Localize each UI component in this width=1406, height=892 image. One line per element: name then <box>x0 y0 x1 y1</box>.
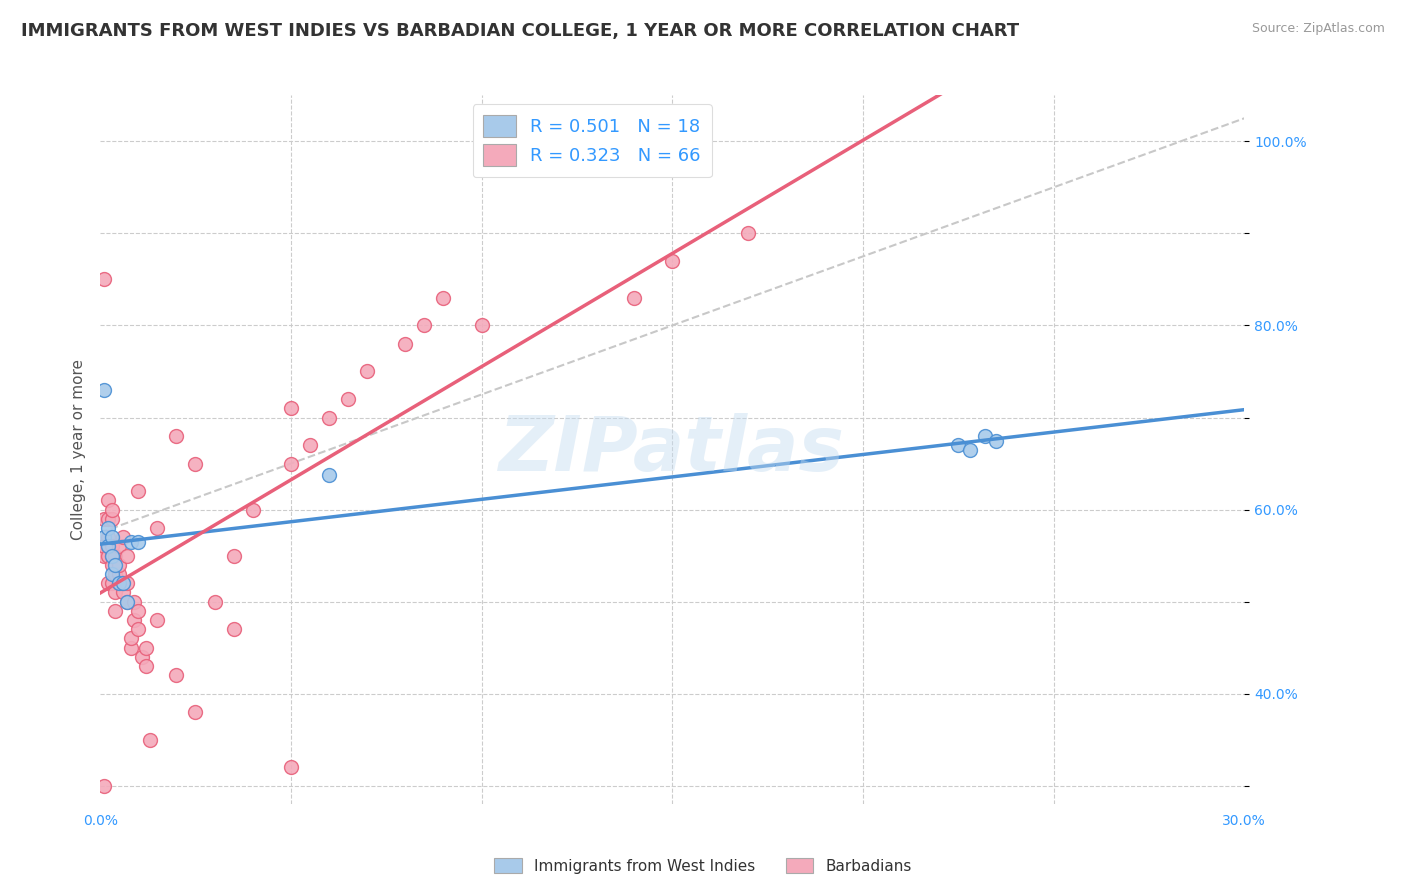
Point <box>93 272 115 286</box>
Point <box>318 467 340 482</box>
Point <box>108 567 131 582</box>
Point <box>242 502 264 516</box>
Point <box>974 429 997 443</box>
Point <box>222 622 245 636</box>
Legend: Immigrants from West Indies, Barbadians: Immigrants from West Indies, Barbadians <box>488 852 918 880</box>
Point <box>394 337 416 351</box>
Point <box>100 540 122 554</box>
Point <box>337 392 360 406</box>
Point <box>97 530 120 544</box>
Point <box>131 649 153 664</box>
Point <box>97 549 120 563</box>
Point <box>97 493 120 508</box>
Point <box>104 567 127 582</box>
Point <box>184 457 207 471</box>
Point <box>108 558 131 572</box>
Point <box>108 576 131 591</box>
Point <box>93 779 115 793</box>
Point <box>111 530 134 544</box>
Point <box>124 613 146 627</box>
Point <box>127 622 149 636</box>
Point <box>100 549 122 563</box>
Y-axis label: College, 1 year or more: College, 1 year or more <box>72 359 86 541</box>
Point <box>318 410 340 425</box>
Point <box>115 595 138 609</box>
Point <box>104 585 127 599</box>
Text: IMMIGRANTS FROM WEST INDIES VS BARBADIAN COLLEGE, 1 YEAR OR MORE CORRELATION CHA: IMMIGRANTS FROM WEST INDIES VS BARBADIAN… <box>21 22 1019 40</box>
Point <box>100 576 122 591</box>
Point <box>127 534 149 549</box>
Point <box>93 383 115 397</box>
Point <box>470 318 492 333</box>
Point <box>127 604 149 618</box>
Point <box>413 318 436 333</box>
Point <box>737 227 759 241</box>
Point <box>97 512 120 526</box>
Point <box>280 401 302 416</box>
Point <box>204 595 226 609</box>
Point <box>93 512 115 526</box>
Point <box>146 521 169 535</box>
Point <box>100 549 122 563</box>
Point <box>97 540 120 554</box>
Point <box>120 640 142 655</box>
Point <box>661 254 683 268</box>
Point <box>127 484 149 499</box>
Point <box>104 558 127 572</box>
Point <box>986 434 1008 448</box>
Point <box>111 576 134 591</box>
Point <box>165 429 187 443</box>
Point <box>959 442 981 457</box>
Point <box>108 540 131 554</box>
Point <box>298 438 321 452</box>
Point <box>93 540 115 554</box>
Text: Source: ZipAtlas.com: Source: ZipAtlas.com <box>1251 22 1385 36</box>
Point <box>100 502 122 516</box>
Point <box>97 540 120 554</box>
Point <box>184 705 207 719</box>
Point <box>93 530 115 544</box>
Point <box>115 549 138 563</box>
Point <box>280 457 302 471</box>
Point <box>100 512 122 526</box>
Point <box>104 549 127 563</box>
Point <box>623 291 645 305</box>
Point <box>138 732 160 747</box>
Point <box>100 558 122 572</box>
Point <box>135 659 157 673</box>
Legend: R = 0.501   N = 18, R = 0.323   N = 66: R = 0.501 N = 18, R = 0.323 N = 66 <box>472 104 711 178</box>
Point <box>100 530 122 544</box>
Point <box>146 613 169 627</box>
Point <box>115 595 138 609</box>
Point <box>948 438 970 452</box>
Point <box>111 585 134 599</box>
Point <box>115 576 138 591</box>
Point <box>100 567 122 582</box>
Point <box>97 576 120 591</box>
Text: ZIPatlas: ZIPatlas <box>499 413 845 487</box>
Point <box>120 632 142 646</box>
Point <box>356 364 378 378</box>
Point <box>165 668 187 682</box>
Point <box>97 521 120 535</box>
Point <box>222 549 245 563</box>
Point <box>124 595 146 609</box>
Point <box>432 291 454 305</box>
Point <box>108 576 131 591</box>
Point <box>111 576 134 591</box>
Point <box>280 760 302 774</box>
Point <box>104 604 127 618</box>
Point <box>135 640 157 655</box>
Point <box>120 534 142 549</box>
Point <box>93 549 115 563</box>
